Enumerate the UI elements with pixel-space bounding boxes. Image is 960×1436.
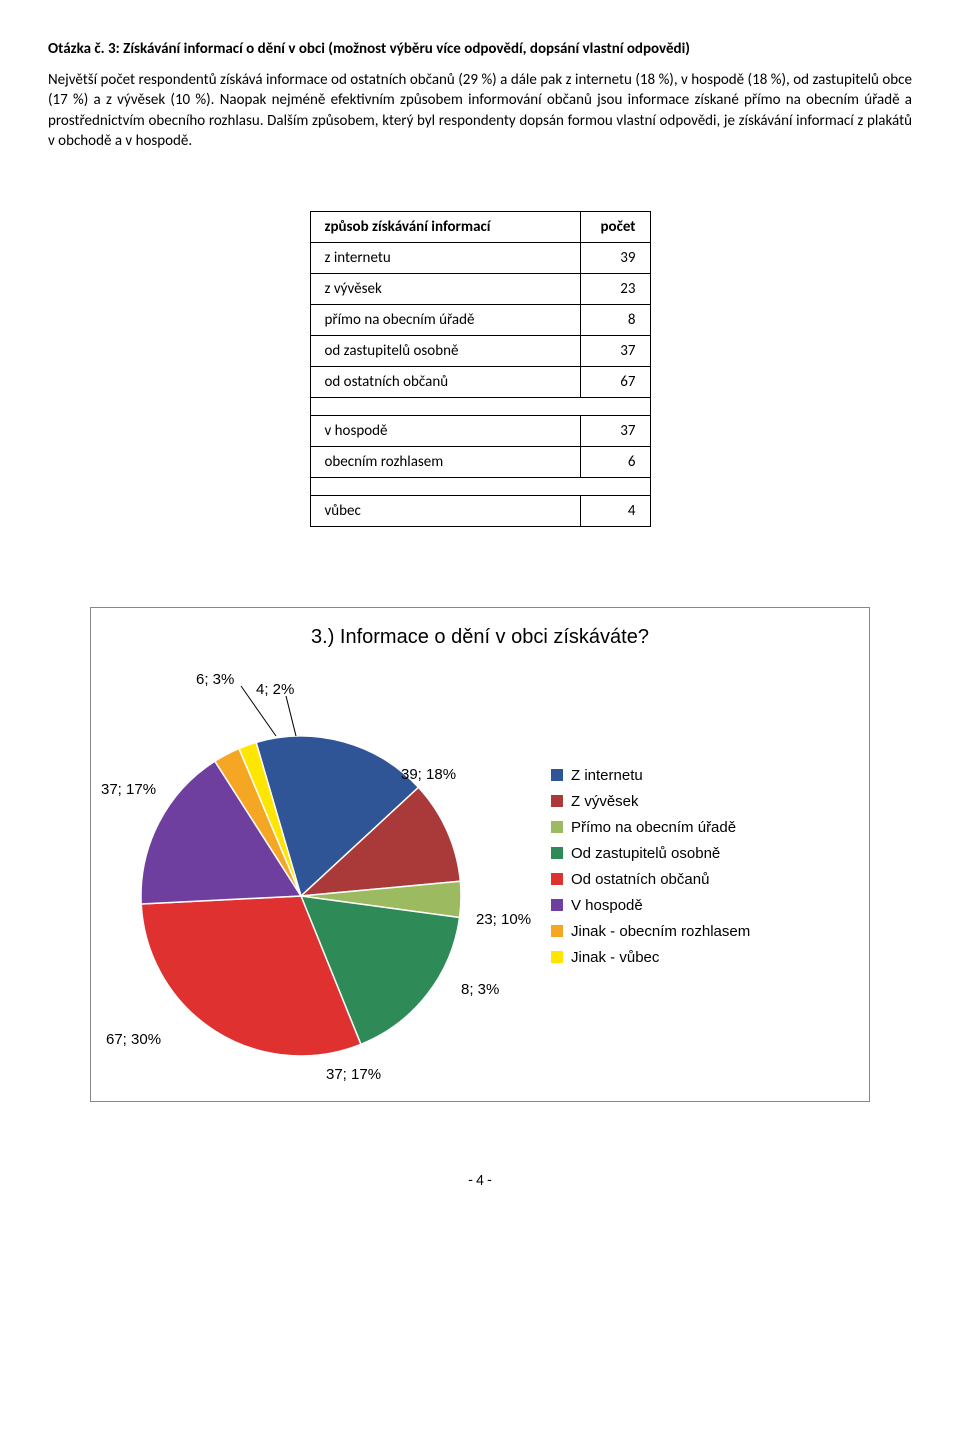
table-row: od zastupitelů osobně37	[310, 336, 650, 367]
legend-swatch	[551, 821, 563, 833]
table-row: z vývěsek23	[310, 274, 650, 305]
legend-swatch	[551, 847, 563, 859]
legend-label: Od ostatních občanů	[571, 871, 709, 888]
row-label: přímo na obecním úřadě	[310, 305, 580, 336]
pie-slice-label: 6; 3%	[196, 671, 234, 688]
table-row: přímo na obecním úřadě8	[310, 305, 650, 336]
row-count: 67	[580, 367, 650, 398]
legend-label: Z vývěsek	[571, 793, 639, 810]
pie-chart: 39; 18% 23; 10% 8; 3% 37; 17% 67; 30% 37; 17%…	[101, 651, 531, 1081]
legend-swatch	[551, 795, 563, 807]
row-label: od ostatních občanů	[310, 367, 580, 398]
legend-swatch	[551, 899, 563, 911]
row-label: z internetu	[310, 243, 580, 274]
legend-swatch	[551, 873, 563, 885]
table-row: obecním rozhlasem6	[310, 447, 650, 478]
page-number: - 4 -	[48, 1172, 912, 1190]
legend-item: V hospodě	[551, 897, 750, 914]
pie-slice-label: 39; 18%	[401, 766, 456, 783]
legend-label: Jinak - obecním rozhlasem	[571, 923, 750, 940]
row-label: od zastupitelů osobně	[310, 336, 580, 367]
row-count: 37	[580, 416, 650, 447]
header-label: způsob získávání informací	[310, 212, 580, 243]
row-label: vůbec	[310, 496, 580, 527]
pie-slice-label: 23; 10%	[476, 911, 531, 928]
row-label: obecním rozhlasem	[310, 447, 580, 478]
legend-label: Od zastupitelů osobně	[571, 845, 720, 862]
table-spacer	[310, 478, 650, 496]
legend-label: Jinak - vůbec	[571, 949, 659, 966]
pie-slice-label: 4; 2%	[256, 681, 294, 698]
row-count: 4	[580, 496, 650, 527]
row-count: 6	[580, 447, 650, 478]
data-table: způsob získávání informací počet z inter…	[310, 211, 651, 527]
pie-slice-label: 8; 3%	[461, 981, 499, 998]
row-count: 8	[580, 305, 650, 336]
legend-item: Přímo na obecním úřadě	[551, 819, 750, 836]
legend-item: Z internetu	[551, 767, 750, 784]
body-paragraph: Největší počet respondentů získává infor…	[48, 70, 912, 151]
table-row: v hospodě37	[310, 416, 650, 447]
legend-item: Jinak - obecním rozhlasem	[551, 923, 750, 940]
row-label: v hospodě	[310, 416, 580, 447]
legend-item: Od zastupitelů osobně	[551, 845, 750, 862]
pie-slice-label: 67; 30%	[106, 1031, 161, 1048]
legend-item: Jinak - vůbec	[551, 949, 750, 966]
legend-label: V hospodě	[571, 897, 643, 914]
legend-swatch	[551, 925, 563, 937]
table-row: z internetu39	[310, 243, 650, 274]
table-row: vůbec4	[310, 496, 650, 527]
row-label: z vývěsek	[310, 274, 580, 305]
legend-label: Přímo na obecním úřadě	[571, 819, 736, 836]
chart-legend: Z internetu Z vývěsek Přímo na obecním úřa…	[531, 758, 750, 975]
row-count: 39	[580, 243, 650, 274]
pie-slice-label: 37; 17%	[101, 781, 156, 798]
question-title: Otázka č. 3: Získávání informací o dění …	[48, 40, 912, 58]
chart-title: 3.) Informace o dění v obci získáváte?	[101, 626, 859, 649]
table-spacer	[310, 398, 650, 416]
row-count: 23	[580, 274, 650, 305]
legend-swatch	[551, 769, 563, 781]
header-count: počet	[580, 212, 650, 243]
legend-item: Od ostatních občanů	[551, 871, 750, 888]
legend-swatch	[551, 951, 563, 963]
table-row: od ostatních občanů67	[310, 367, 650, 398]
chart-container: 3.) Informace o dění v obci získáváte? 3…	[90, 607, 870, 1102]
legend-label: Z internetu	[571, 767, 643, 784]
row-count: 37	[580, 336, 650, 367]
pie-slice-label: 37; 17%	[326, 1066, 381, 1083]
legend-item: Z vývěsek	[551, 793, 750, 810]
table-header-row: způsob získávání informací počet	[310, 212, 650, 243]
